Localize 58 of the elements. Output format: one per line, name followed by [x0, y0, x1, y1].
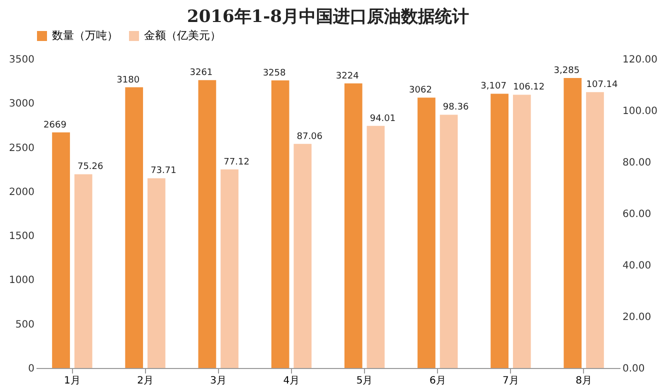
y2-tick-label: 40.00: [622, 260, 652, 272]
x-tick-label: 8月: [576, 376, 592, 386]
data-label: 3,107: [480, 82, 506, 92]
data-label: 107.14: [586, 80, 618, 90]
y-tick-label: 2500: [9, 142, 34, 154]
bar: [490, 94, 508, 368]
y2-tick-label: 20.00: [622, 312, 652, 323]
bar: [418, 98, 436, 368]
y-tick-label: 2000: [9, 186, 34, 198]
y2-tick-label: 60.00: [622, 209, 652, 220]
legend-label: 数量（万吨）: [52, 29, 118, 42]
x-tick-label: 4月: [283, 376, 300, 386]
y2-tick-label: 120.00: [622, 54, 658, 66]
y2-tick-label: 80.00: [622, 158, 652, 168]
x-tick-label: 3月: [210, 376, 227, 386]
bar: [512, 94, 531, 368]
bar: [148, 178, 166, 368]
y-tick-label: 3000: [9, 98, 34, 110]
x-tick-label: 5月: [356, 376, 373, 386]
bar: [440, 114, 458, 368]
bar: [271, 80, 290, 368]
data-label: 87.06: [296, 132, 323, 142]
data-label: 94.01: [370, 114, 396, 124]
bar: [74, 174, 92, 368]
bar: [52, 132, 70, 368]
data-label: 3,285: [554, 66, 580, 76]
x-tick-label: 6月: [429, 376, 446, 386]
data-label: 98.36: [442, 102, 469, 113]
bar: [198, 80, 216, 368]
data-label: 2669: [44, 120, 67, 130]
bar: [344, 83, 362, 368]
data-label: 3224: [336, 71, 360, 82]
data-label: 3180: [116, 75, 140, 86]
chart-title: 2016年1-8月中国进口原油数据统计: [186, 7, 470, 27]
data-label: 3258: [262, 68, 286, 78]
bar: [564, 78, 582, 368]
data-label: 77.12: [224, 157, 250, 168]
y-tick-label: 3500: [9, 54, 34, 66]
y-tick-label: 1500: [9, 231, 34, 242]
x-tick-label: 7月: [502, 376, 519, 386]
bar: [125, 87, 144, 368]
data-label: 106.12: [513, 82, 545, 93]
y2-tick-label: 0.00: [622, 364, 645, 374]
bar: [294, 144, 312, 368]
y-tick-label: 1000: [9, 275, 34, 286]
bar: [586, 92, 604, 368]
x-tick-label: 1月: [64, 376, 80, 386]
x-tick-label: 2月: [137, 376, 154, 386]
y-tick-label: 500: [15, 319, 34, 330]
bar: [220, 169, 238, 368]
bar: [366, 126, 385, 368]
data-label: 3062: [409, 86, 432, 96]
data-label: 3261: [190, 68, 213, 78]
data-label: 73.71: [150, 166, 176, 176]
data-label: 75.26: [77, 162, 104, 172]
legend-label: 金额（亿美元）: [144, 29, 221, 42]
y-tick-label: 0: [28, 364, 34, 374]
y2-tick-label: 100.00: [622, 106, 658, 117]
